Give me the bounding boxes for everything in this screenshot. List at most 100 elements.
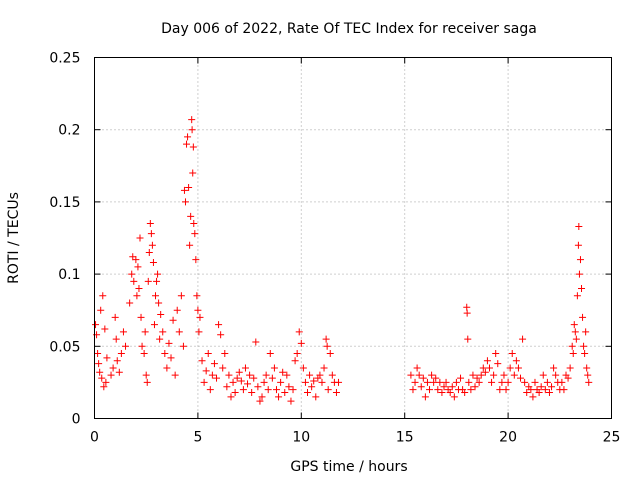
data-point xyxy=(579,313,587,321)
data-point xyxy=(297,339,305,347)
data-point xyxy=(96,368,104,376)
data-point xyxy=(136,234,144,242)
data-point xyxy=(98,374,106,382)
data-point xyxy=(254,383,262,391)
x-tick-label: 15 xyxy=(396,430,414,446)
data-point xyxy=(277,378,285,386)
data-point xyxy=(275,393,283,401)
data-point xyxy=(479,364,487,372)
data-point xyxy=(583,364,591,372)
x-tick-label: 0 xyxy=(90,430,99,446)
data-point xyxy=(537,383,545,391)
data-point xyxy=(237,377,245,385)
data-point xyxy=(585,378,593,386)
data-point xyxy=(304,389,312,397)
data-point xyxy=(252,338,260,346)
data-point xyxy=(148,241,156,249)
data-point xyxy=(508,350,516,358)
data-points xyxy=(92,116,593,405)
data-point xyxy=(436,378,444,386)
data-point xyxy=(264,386,272,394)
data-point xyxy=(581,350,589,358)
data-point xyxy=(150,321,158,329)
data-point xyxy=(552,371,560,379)
data-point xyxy=(519,335,527,343)
data-point xyxy=(279,368,287,376)
data-point xyxy=(268,374,276,382)
data-point xyxy=(187,212,195,220)
data-point xyxy=(169,316,177,324)
data-point xyxy=(99,292,107,300)
data-point xyxy=(514,364,522,372)
data-point xyxy=(464,335,472,343)
data-point xyxy=(183,140,191,148)
data-point xyxy=(244,380,252,388)
data-point xyxy=(219,364,227,372)
data-point xyxy=(572,335,580,343)
data-point xyxy=(560,386,568,394)
data-point xyxy=(175,328,183,336)
data-point xyxy=(492,350,500,358)
data-point xyxy=(192,256,200,264)
data-point xyxy=(517,374,525,382)
data-point xyxy=(250,374,258,382)
data-point xyxy=(200,378,208,386)
data-point xyxy=(190,220,198,228)
data-point xyxy=(506,364,514,372)
data-point xyxy=(193,292,201,300)
data-point xyxy=(135,285,143,293)
data-point xyxy=(301,378,309,386)
data-point xyxy=(299,364,307,372)
y-tick-label: 0 xyxy=(72,412,81,428)
data-point xyxy=(575,270,583,278)
data-point xyxy=(177,292,185,300)
data-point xyxy=(109,364,117,372)
data-point xyxy=(134,263,142,271)
data-point xyxy=(512,357,520,365)
data-point xyxy=(184,133,192,141)
data-point xyxy=(475,378,483,386)
data-point xyxy=(446,389,454,397)
data-point xyxy=(180,186,188,194)
data-point xyxy=(469,371,477,379)
data-point xyxy=(285,383,293,391)
data-point xyxy=(289,386,297,394)
x-tick-label: 5 xyxy=(193,430,202,446)
x-axis-tick-labels: 0 5 10 15 20 25 xyxy=(90,430,620,446)
data-point xyxy=(326,350,334,358)
data-point xyxy=(312,393,320,401)
data-point xyxy=(438,389,446,397)
data-point xyxy=(103,354,111,362)
data-point xyxy=(428,371,436,379)
data-point xyxy=(573,292,581,300)
data-point xyxy=(541,386,549,394)
data-point xyxy=(171,371,179,379)
data-point xyxy=(578,285,586,293)
data-point xyxy=(320,364,328,372)
data-point xyxy=(156,335,164,343)
data-point xyxy=(101,325,109,333)
data-point xyxy=(198,357,206,365)
data-point xyxy=(266,350,274,358)
data-point xyxy=(272,386,280,394)
data-point xyxy=(102,378,110,386)
data-point xyxy=(483,357,491,365)
data-point xyxy=(270,364,278,372)
y-tick-label: 0.15 xyxy=(49,195,80,211)
data-point xyxy=(566,364,574,372)
x-tick-label: 20 xyxy=(499,430,517,446)
data-point xyxy=(143,378,151,386)
grid-lines xyxy=(94,57,612,419)
data-point xyxy=(295,328,303,336)
data-point xyxy=(142,371,150,379)
data-point xyxy=(188,116,196,124)
data-point xyxy=(92,321,100,329)
data-point xyxy=(324,386,332,394)
data-point xyxy=(138,342,146,350)
data-point xyxy=(569,350,577,358)
data-point xyxy=(543,378,551,386)
data-point xyxy=(185,183,193,191)
data-point xyxy=(415,371,423,379)
data-point xyxy=(112,335,120,343)
